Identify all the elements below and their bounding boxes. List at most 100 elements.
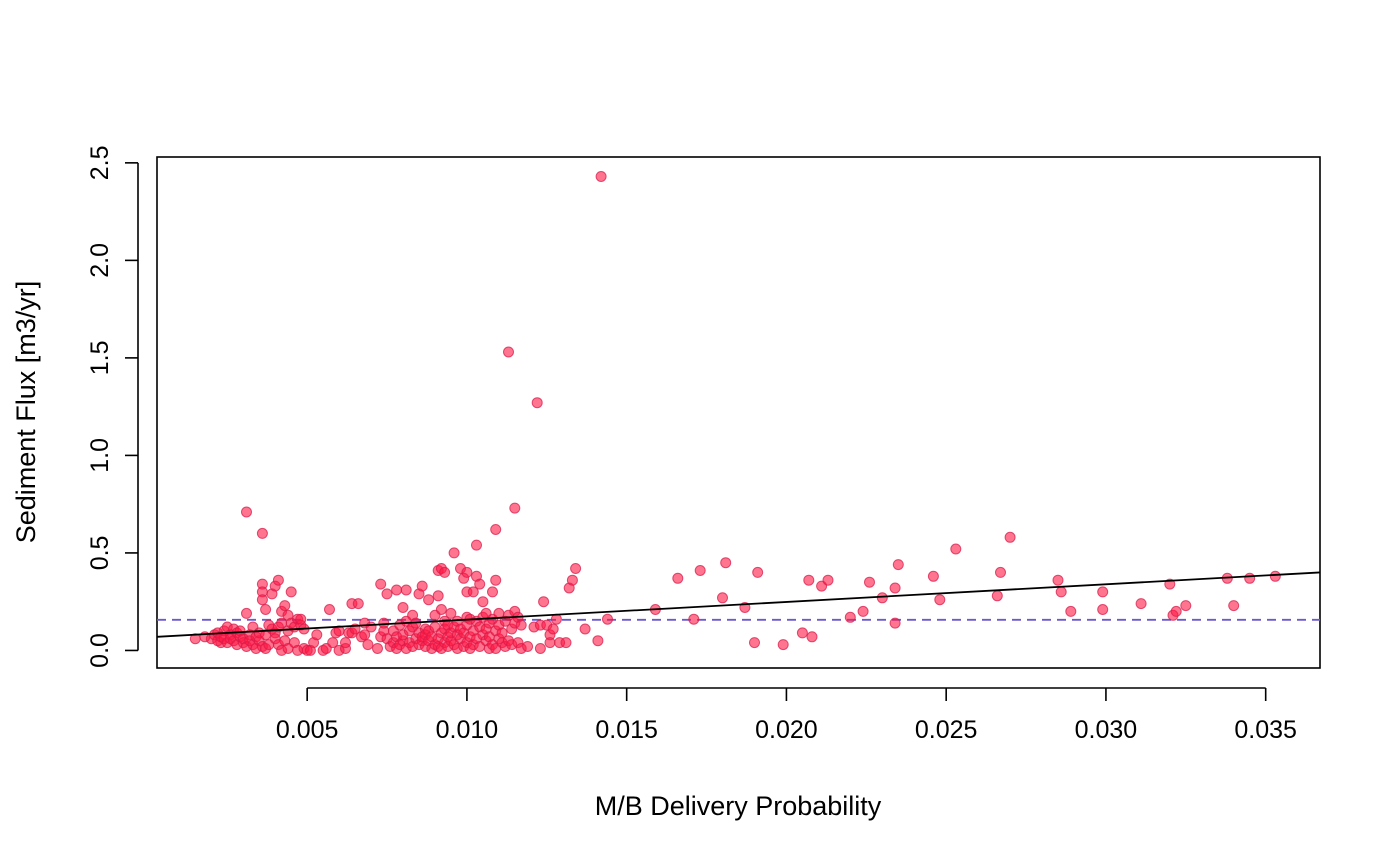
data-point [467, 586, 479, 598]
data-point [1097, 586, 1109, 598]
data-point [324, 604, 335, 615]
data-point [1228, 600, 1240, 612]
data-point [509, 502, 521, 514]
data-point [503, 346, 514, 358]
data-point [490, 524, 502, 535]
data-point [803, 574, 815, 586]
data-point [362, 639, 374, 651]
data-point [439, 566, 451, 578]
y-tick-label: 2.5 [86, 145, 114, 180]
data-point [796, 627, 808, 639]
data-point [995, 566, 1006, 578]
data-point [365, 621, 377, 633]
data-point [1065, 605, 1077, 617]
trend-line [156, 571, 1321, 638]
y-tick-label: 2.0 [86, 243, 114, 278]
data-point [544, 637, 556, 649]
data-point [538, 596, 550, 608]
data-point [352, 598, 364, 610]
data-point [285, 586, 297, 598]
data-point [400, 584, 412, 596]
data-point [471, 539, 482, 551]
data-point [1097, 604, 1109, 615]
data-point [391, 584, 403, 596]
data-point [272, 574, 284, 586]
data-point [1135, 598, 1147, 610]
data-point [534, 643, 546, 654]
x-tick-label: 0.010 [436, 716, 499, 744]
data-point [461, 566, 473, 578]
data-point [694, 565, 706, 576]
data-point [515, 619, 527, 631]
data-point [375, 578, 387, 590]
data-point [260, 604, 272, 615]
data-point [490, 574, 502, 586]
x-tick-label: 0.015 [595, 716, 658, 744]
plot-frame [156, 156, 1321, 669]
data-point [487, 586, 498, 598]
data-point [416, 580, 428, 592]
data-point [950, 543, 962, 555]
data-point [688, 613, 700, 625]
data-point [749, 637, 760, 649]
data-point [381, 588, 393, 600]
data-point [876, 592, 888, 604]
data-point [844, 611, 856, 623]
data-point [672, 572, 684, 584]
data-point [752, 566, 764, 578]
data-point [777, 639, 789, 651]
data-point [1180, 600, 1192, 612]
data-point [311, 629, 323, 641]
data-point [892, 559, 904, 571]
data-point [857, 605, 869, 617]
y-axis-title: Sediment Flux [m3/yr] [11, 281, 41, 544]
data-point [474, 578, 486, 590]
data-point [1269, 570, 1281, 582]
data-point [340, 637, 351, 649]
x-axis-title: M/B Delivery Probability [595, 791, 882, 821]
y-tick-label: 1.0 [86, 438, 114, 473]
data-point [295, 613, 307, 625]
data-point [496, 627, 508, 639]
x-tick-label: 0.020 [755, 716, 818, 744]
data-point [592, 635, 604, 647]
data-point [806, 631, 818, 643]
data-point [423, 594, 435, 606]
x-tick-label: 0.005 [276, 716, 339, 744]
data-point [1244, 572, 1256, 584]
data-point [432, 590, 444, 602]
data-point [531, 397, 543, 409]
data-point [397, 602, 409, 613]
y-tick-label: 0.5 [86, 536, 114, 571]
data-point [378, 617, 390, 629]
data-point [864, 576, 875, 588]
data-point [595, 171, 607, 182]
data-point [927, 570, 939, 582]
x-tick-label: 0.035 [1234, 716, 1297, 744]
data-point [889, 617, 901, 629]
data-point [560, 637, 572, 649]
data-point [1055, 586, 1067, 598]
data-point [327, 637, 339, 649]
data-point [435, 604, 447, 615]
data-point [934, 594, 946, 606]
data-point [522, 641, 534, 652]
data-point [1004, 531, 1016, 543]
data-point [570, 563, 582, 574]
data-point [477, 596, 489, 608]
data-point [256, 527, 268, 539]
data-point [359, 629, 371, 641]
y-tick-label: 1.5 [86, 341, 114, 376]
data-point [372, 643, 383, 654]
y-tick-label: 0.0 [86, 633, 114, 668]
data-point [822, 574, 834, 586]
data-point [579, 623, 591, 635]
data-point [889, 582, 901, 594]
data-point [991, 590, 1003, 602]
data-point [720, 557, 732, 569]
data-point [602, 613, 613, 625]
data-point [566, 574, 578, 586]
data-point [279, 600, 291, 612]
x-axis: 0.005 0.010 0.015 0.020 0.025 0.030 0.035 [276, 687, 1297, 744]
